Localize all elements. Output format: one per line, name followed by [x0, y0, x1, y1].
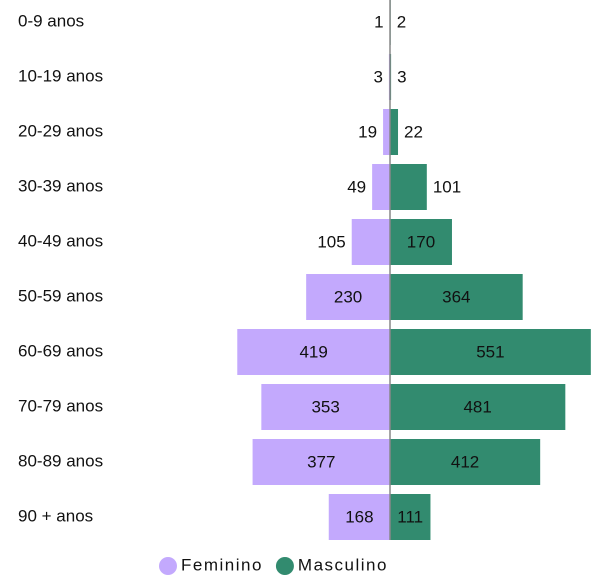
bar: [390, 494, 431, 540]
category-label: 10-19 anos: [18, 66, 103, 85]
value-label: 419: [299, 342, 327, 361]
bar: [252, 439, 390, 485]
legend-swatch: [275, 557, 294, 575]
value-label: 364: [442, 287, 470, 306]
value-label: 22: [404, 122, 423, 141]
value-label: 412: [451, 452, 479, 471]
category-label: 50-59 anos: [18, 286, 103, 305]
bar: [390, 439, 541, 485]
value-label: 353: [311, 397, 339, 416]
value-label: 168: [345, 507, 373, 526]
category-label: 30-39 anos: [18, 176, 103, 195]
value-label: 170: [407, 232, 435, 251]
legend-swatch: [159, 557, 177, 575]
category-label: 20-29 anos: [18, 121, 103, 140]
category-label: 90 + anos: [18, 506, 93, 525]
value-label: 101: [433, 177, 461, 196]
value-label: 481: [463, 397, 491, 416]
value-label: 3: [373, 67, 382, 86]
value-label: 19: [358, 122, 377, 141]
bar: [390, 384, 566, 430]
category-label: 60-69 anos: [18, 341, 103, 360]
bar: [306, 274, 390, 320]
value-label: 377: [307, 452, 335, 471]
value-label: 111: [397, 507, 423, 526]
bar: [328, 494, 390, 540]
value-label: 2: [397, 12, 406, 31]
bar: [390, 219, 452, 265]
bar: [390, 164, 427, 210]
value-label: 230: [334, 287, 362, 306]
value-label: 49: [347, 177, 366, 196]
bar: [390, 109, 399, 155]
category-label: 70-79 anos: [18, 396, 103, 415]
value-label: 105: [317, 232, 345, 251]
bar: [390, 329, 591, 375]
value-label: 551: [476, 342, 504, 361]
legend-label: Masculino: [298, 555, 388, 574]
bar: [237, 329, 390, 375]
value-label: 3: [397, 67, 406, 86]
bar: [383, 109, 390, 155]
bar: [351, 219, 390, 265]
category-label: 0-9 anos: [18, 11, 84, 30]
category-label: 80-89 anos: [18, 451, 103, 470]
value-label: 1: [374, 12, 383, 31]
category-label: 40-49 anos: [18, 231, 103, 250]
bar: [261, 384, 390, 430]
bar: [390, 274, 523, 320]
bar: [372, 164, 390, 210]
legend-label: Feminino: [181, 555, 263, 574]
